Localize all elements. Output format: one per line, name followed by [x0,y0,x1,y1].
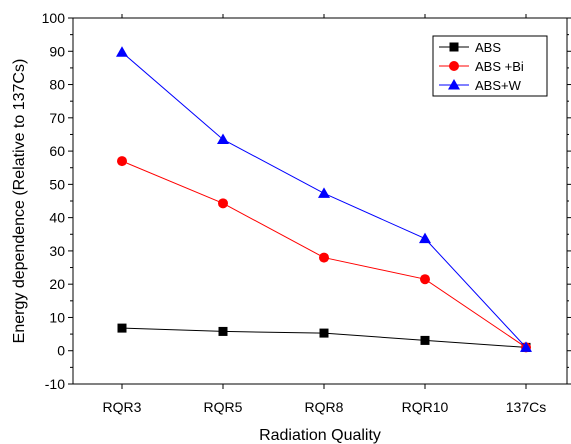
legend-label: ABS +Bi [475,59,524,74]
series-line [121,51,527,348]
y-tick-label: 80 [49,77,65,93]
data-point [319,328,329,338]
data-point [419,232,431,244]
data-point [218,198,228,209]
data-point [520,341,532,352]
series-1 [117,156,531,353]
y-tick-label: 10 [49,309,65,325]
data-point [217,133,229,144]
series-2 [116,46,532,352]
series-layer [116,46,532,353]
x-tick-label: RQR5 [204,399,243,415]
y-tick-label: 30 [49,243,65,259]
y-tick-label: 90 [49,43,65,59]
axes: -10 0 10 20 30 40 50 60 70 80 90 100 RQR3 RQR5 RQR8 RQR… [42,10,571,415]
legend-marker [449,61,459,71]
data-point [420,274,430,285]
data-point [318,187,330,198]
legend-label: ABS [475,40,501,55]
y-tick-label: 100 [42,10,66,26]
y-tick-label: 60 [49,143,65,159]
x-tick-label: RQR3 [103,399,142,415]
data-point [218,326,228,336]
y-axis-title: Energy dependence (Relative to 137Cs) [11,59,28,344]
data-point [420,335,430,345]
data-point [116,46,128,57]
x-tick-label: RQR10 [402,399,449,415]
y-tick-label: 40 [49,210,65,226]
data-point [117,323,127,333]
x-tick-label: RQR8 [305,399,344,415]
y-tick-label: 70 [49,110,65,126]
series-0 [117,323,531,352]
data-point [117,156,127,167]
y-tick-label: 20 [49,276,65,292]
y-tick-label: -10 [45,376,65,392]
legend-label: ABS+W [475,78,522,93]
legend-marker [449,42,459,52]
x-tick-label: 137Cs [506,399,546,415]
y-tick-label: 50 [49,176,65,192]
data-point [319,252,329,263]
y-tick-label: 0 [57,343,65,359]
x-axis-title: Radiation Quality [259,427,381,444]
legend-marker [448,79,460,90]
legend: ABS ABS +Bi ABS+W [432,35,548,97]
